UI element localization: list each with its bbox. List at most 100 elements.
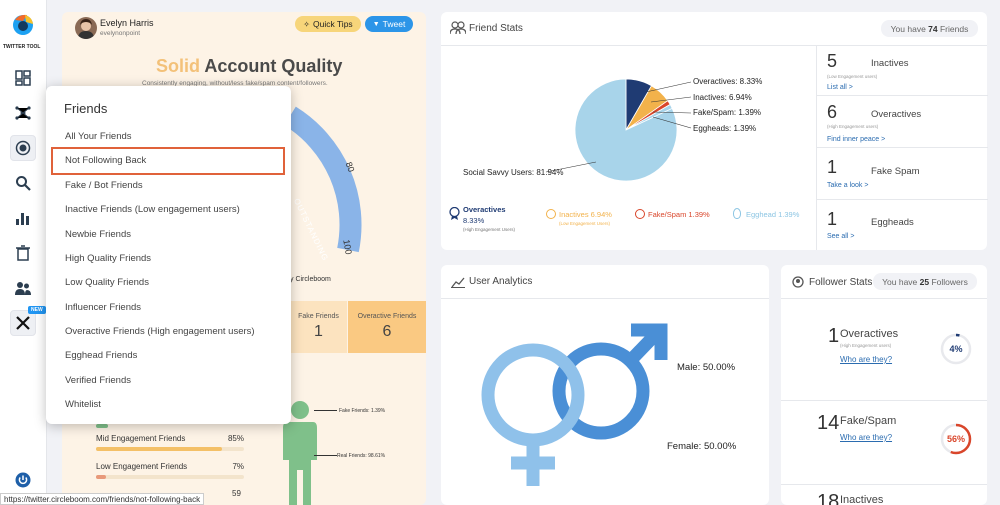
overactive-friends-card: Overactive Friends 6 (348, 301, 426, 353)
follower-icon (792, 276, 804, 288)
friends-target-icon[interactable] (10, 135, 36, 161)
menu-item-low-quality[interactable]: Low Quality Friends (65, 277, 149, 288)
stat-overactives-label: Overactives (871, 109, 922, 120)
overactives-ring (940, 333, 972, 365)
follower-inactives-label: Inactives (840, 494, 884, 505)
menu-title: Friends (64, 101, 108, 116)
friend-stats-title: Friend Stats (469, 23, 523, 34)
users-icon[interactable] (10, 275, 36, 301)
menu-item-verified[interactable]: Verified Friends (65, 375, 132, 386)
stat-row-inactives: 5 Inactives (Low Engagement users) List … (817, 45, 988, 96)
legend-overactives: Overactives: 8.33% (693, 77, 763, 86)
mid-engagement-value: 85% (227, 434, 244, 443)
female-label: Female: 50.00% (667, 441, 737, 452)
quick-tips-button[interactable]: ✧ Quick Tips (295, 16, 361, 32)
menu-highlight (51, 147, 285, 175)
legend-social-savvy: Social Savvy Users: 81.94% (463, 168, 564, 177)
ring1-fill (940, 333, 972, 365)
analytics-icon[interactable] (10, 205, 36, 231)
menu-item-not-following-back[interactable]: Not Following Back (65, 155, 147, 166)
user-name: Evelyn Harris (100, 18, 154, 28)
bottom-overactives-pct: 8.33% (463, 216, 485, 225)
follower-overactives-label: Overactives (840, 328, 899, 340)
avatar[interactable] (75, 17, 97, 39)
bottom-overactives-label: Overactives (463, 205, 506, 214)
analytics-icon (451, 277, 465, 288)
pie-slice-social-savvy (574, 78, 678, 182)
stat-overactives-link[interactable]: Find inner peace > (827, 136, 886, 143)
account-quality-subtitle: Consistently engaging, without/less fake… (142, 80, 328, 87)
tweet-button[interactable]: ▼ Tweet (365, 16, 413, 32)
friends-icon (450, 21, 466, 35)
x-logo-icon[interactable] (10, 310, 36, 336)
friends-dropdown-menu: Friends All Your Friends Not Following B… (46, 86, 291, 424)
follower-inactives-num: 18 (817, 491, 840, 505)
dashboard-icon[interactable] (10, 65, 36, 91)
overactives-pct: 4% (949, 344, 963, 354)
follower-count-badge: You have 25 Followers (873, 273, 977, 290)
male-label: Male: 50.00% (677, 362, 736, 373)
bottom-inactives: Inactives 6.94% (559, 210, 612, 219)
twitter-bird-icon: ▼ (372, 20, 380, 28)
menu-item-whitelist[interactable]: Whitelist (65, 399, 101, 410)
stat-eggheads-link[interactable]: See all > (827, 233, 855, 240)
bottom-overactives-sub: (High Engagement Users) (463, 227, 516, 232)
menu-item-high-quality[interactable]: High Quality Friends (65, 253, 152, 264)
low-engagement-label: Low Engagement Friends (96, 462, 188, 471)
stat-eggheads-num: 1 (827, 209, 838, 229)
menu-item-newbie[interactable]: Newbie Friends (65, 229, 131, 240)
menu-item-egghead[interactable]: Egghead Friends (65, 350, 138, 361)
stat-inactives-sub: (Low Engagement users) (827, 74, 878, 79)
menu-item-fake-bot[interactable]: Fake / Bot Friends (65, 180, 143, 191)
follower-fakespam-link[interactable]: Who are they? (840, 433, 893, 442)
low-engagement-bar (96, 475, 244, 479)
circleboom-text: y Circleboom (290, 276, 331, 283)
bottom-egghead: Egghead 1.39% (746, 210, 800, 219)
stat-overactives-sub: (High Engagement users) (827, 124, 879, 129)
fake-friends-card: Fake Friends 1 (290, 301, 347, 353)
brand-label: TWITTER TOOL (3, 44, 41, 50)
ring2-fill (940, 423, 972, 455)
power-icon[interactable] (10, 467, 36, 493)
stat-row-overactives: 6 Overactives (High Engagement users) Fi… (817, 97, 988, 148)
friend-stats-panel: Friend Stats You have 74 Friends Overact… (441, 12, 987, 250)
friend-count-badge: You have 74 Friends (881, 20, 978, 37)
fakespam-pct: 56% (946, 434, 965, 444)
real-friends-pct: Real Friends: 98.61% (337, 453, 386, 459)
stat-row-eggheads: 1 Eggheads See all > (817, 201, 988, 250)
stat-inactives-num: 5 (827, 51, 838, 71)
stat-fakespam-link[interactable]: Take a look > (827, 182, 869, 189)
follower-stats-panel: Follower Stats You have 25 Followers 1 O… (781, 265, 987, 505)
pie-leader-lines (545, 81, 692, 173)
menu-item-all-friends[interactable]: All Your Friends (65, 131, 132, 142)
stat-row-fakespam: 1 Fake Spam Take a look > (817, 149, 988, 200)
fakespam-icon (635, 209, 645, 219)
lightbulb-icon: ✧ (303, 19, 310, 29)
follower-overactives-link[interactable]: Who are they? (840, 355, 893, 364)
follower-fakespam-label: Fake/Spam (840, 415, 897, 427)
menu-item-overactive[interactable]: Overactive Friends (High engagement user… (65, 326, 255, 337)
user-analytics-title: User Analytics (469, 276, 533, 287)
stat-inactives-label: Inactives (871, 58, 909, 69)
sidebar: TWITTER TOOL NEW (0, 0, 47, 505)
legend-fakespam: Fake/Spam: 1.39% (693, 108, 762, 117)
network-icon[interactable] (10, 100, 36, 126)
follower-stats-title: Follower Stats (809, 277, 873, 288)
user-handle: evelynonpoint (100, 30, 141, 37)
account-quality-title: Solid Account Quality (156, 56, 343, 76)
low-engagement-value: 7% (232, 462, 244, 471)
stat-eggheads-label: Eggheads (871, 217, 914, 228)
menu-item-influencer[interactable]: Influencer Friends (65, 302, 142, 313)
follower-overactives-num: 1 (828, 325, 840, 347)
fakespam-ring (940, 423, 972, 455)
delete-icon[interactable] (10, 240, 36, 266)
legend-eggheads: Eggheads: 1.39% (693, 124, 757, 133)
logo-icon[interactable] (11, 12, 35, 36)
stat-inactives-link[interactable]: List all > (827, 84, 853, 91)
menu-item-inactive[interactable]: Inactive Friends (Low engagement users) (65, 204, 240, 215)
egghead-icon (733, 208, 741, 219)
overactives-icon (449, 207, 460, 220)
gender-symbols (481, 323, 668, 486)
search-icon[interactable] (10, 170, 36, 196)
stat-overactives-num: 6 (827, 102, 838, 122)
